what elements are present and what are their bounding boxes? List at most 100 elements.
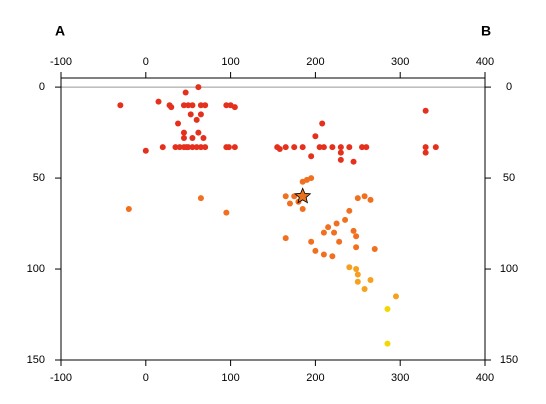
point bbox=[422, 144, 429, 151]
point bbox=[329, 144, 336, 151]
point bbox=[337, 144, 344, 151]
point bbox=[197, 111, 204, 118]
point bbox=[320, 229, 327, 236]
point bbox=[189, 144, 196, 151]
point bbox=[384, 340, 391, 347]
point bbox=[325, 224, 332, 231]
point bbox=[282, 235, 289, 242]
point bbox=[353, 233, 360, 240]
point bbox=[342, 216, 349, 223]
point bbox=[346, 144, 353, 151]
point bbox=[223, 209, 230, 216]
point bbox=[286, 200, 293, 207]
point bbox=[392, 293, 399, 300]
point bbox=[180, 129, 187, 136]
point bbox=[337, 156, 344, 163]
point bbox=[350, 158, 357, 165]
point bbox=[175, 120, 182, 127]
point bbox=[354, 278, 361, 285]
section-label: B bbox=[481, 23, 491, 39]
x-tick-label: -100 bbox=[50, 56, 72, 68]
y-tick-label: 0 bbox=[506, 81, 512, 93]
point bbox=[197, 195, 204, 202]
x-tick-label: 0 bbox=[143, 56, 149, 68]
point bbox=[193, 144, 200, 151]
point bbox=[354, 195, 361, 202]
point bbox=[337, 149, 344, 156]
point bbox=[202, 102, 209, 109]
x-tick-label: 200 bbox=[306, 56, 324, 68]
point bbox=[299, 205, 306, 212]
point bbox=[422, 107, 429, 114]
point bbox=[197, 102, 204, 109]
point bbox=[361, 193, 368, 200]
x-tick-label: 300 bbox=[391, 56, 409, 68]
y-tick-label: 50 bbox=[33, 172, 45, 184]
point bbox=[187, 111, 194, 118]
x-tick-label: 400 bbox=[476, 56, 494, 68]
x-tick-label: 400 bbox=[476, 372, 494, 384]
point bbox=[282, 193, 289, 200]
point bbox=[185, 144, 192, 151]
point bbox=[319, 120, 326, 127]
hypocenter-star bbox=[294, 187, 312, 204]
point bbox=[346, 207, 353, 214]
point bbox=[361, 286, 368, 293]
y-tick-label: 100 bbox=[27, 263, 45, 275]
y-tick-label: 0 bbox=[39, 81, 45, 93]
point bbox=[172, 144, 179, 151]
point bbox=[346, 264, 353, 271]
point bbox=[303, 176, 310, 183]
point bbox=[276, 145, 283, 152]
point bbox=[308, 153, 315, 160]
point bbox=[353, 244, 360, 251]
point bbox=[384, 306, 391, 313]
plot-frame bbox=[60, 77, 486, 361]
point bbox=[320, 251, 327, 258]
y-tick-label: 150 bbox=[500, 354, 518, 366]
point bbox=[320, 144, 327, 151]
point bbox=[223, 102, 230, 109]
point bbox=[359, 144, 366, 151]
point bbox=[189, 135, 196, 142]
point bbox=[176, 144, 183, 151]
point bbox=[336, 238, 343, 245]
point bbox=[155, 98, 162, 105]
point bbox=[195, 129, 202, 136]
point bbox=[299, 144, 306, 151]
point bbox=[195, 84, 202, 91]
point bbox=[354, 271, 361, 278]
x-tick-label: 200 bbox=[306, 372, 324, 384]
point bbox=[197, 144, 204, 151]
point bbox=[185, 102, 192, 109]
point bbox=[422, 149, 429, 156]
point bbox=[231, 144, 238, 151]
point bbox=[200, 135, 207, 142]
x-tick-label: 300 bbox=[391, 372, 409, 384]
point bbox=[331, 229, 338, 236]
point bbox=[142, 147, 149, 154]
x-tick-label: 100 bbox=[221, 56, 239, 68]
point bbox=[125, 205, 132, 212]
point bbox=[333, 220, 340, 227]
x-tick-label: 100 bbox=[221, 372, 239, 384]
point bbox=[159, 144, 166, 151]
point bbox=[117, 102, 124, 109]
point bbox=[291, 144, 298, 151]
point bbox=[329, 253, 336, 260]
x-tick-label: 0 bbox=[143, 372, 149, 384]
point bbox=[308, 238, 315, 245]
point bbox=[202, 144, 209, 151]
point bbox=[312, 247, 319, 254]
point bbox=[282, 144, 289, 151]
point bbox=[189, 102, 196, 109]
x-tick-label: -100 bbox=[50, 372, 72, 384]
y-tick-label: 150 bbox=[27, 354, 45, 366]
point bbox=[231, 104, 238, 111]
point bbox=[432, 144, 439, 151]
point bbox=[367, 276, 374, 283]
point bbox=[363, 144, 370, 151]
point bbox=[350, 227, 357, 234]
point bbox=[180, 135, 187, 142]
